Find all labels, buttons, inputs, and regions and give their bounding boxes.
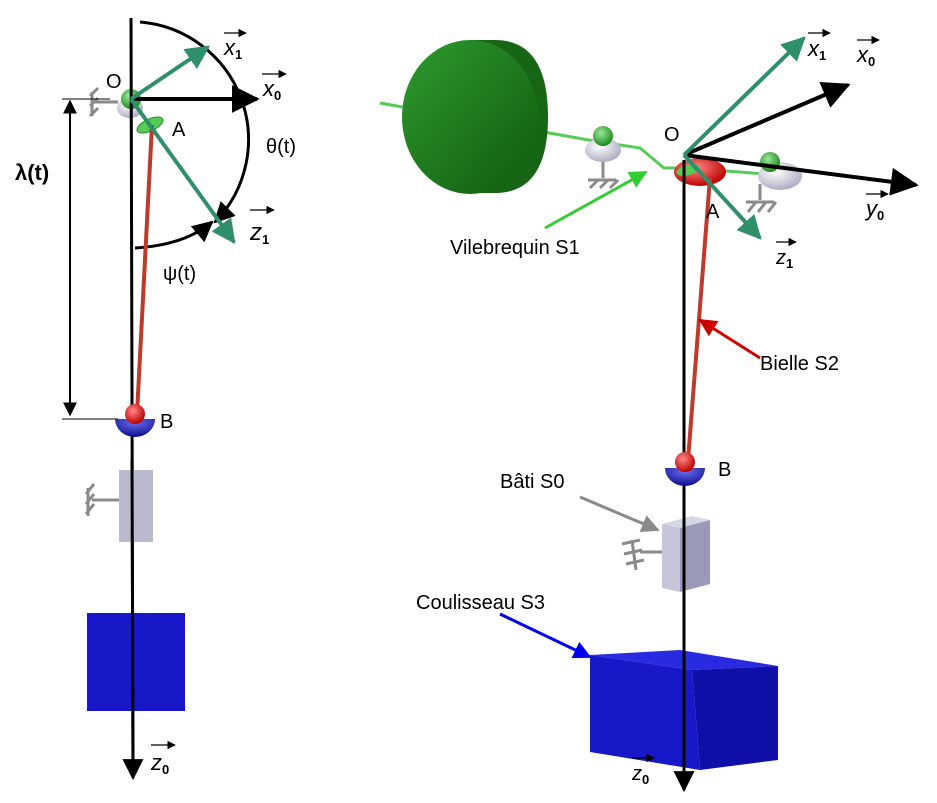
right-point-a-label: A <box>706 201 720 223</box>
right-y0-label: y0 <box>864 189 889 223</box>
right-view: O A B Vilebrequin S1 Bielle S2 Bâti S0 C… <box>379 28 919 793</box>
svg-text:z1: z1 <box>775 247 793 271</box>
right-z0-label: z0 <box>631 753 655 787</box>
svg-text:x1: x1 <box>807 36 826 63</box>
right-bearing-1-ball <box>593 126 613 146</box>
svg-text:z0: z0 <box>631 763 649 787</box>
right-slider-block <box>590 650 778 770</box>
right-x1-label: x1 <box>807 28 831 63</box>
svg-text:x0: x0 <box>262 76 281 103</box>
right-bearing-1 <box>585 138 621 162</box>
right-rod-label: Bielle S2 <box>760 353 839 375</box>
right-callout-crankshaft <box>544 170 648 230</box>
svg-text:z0: z0 <box>150 750 169 777</box>
right-frame-label: Bâti S0 <box>500 471 564 493</box>
right-x0-arrow <box>683 82 851 157</box>
right-flywheel <box>402 40 548 194</box>
right-ground-symbol-2 <box>746 184 778 213</box>
right-ground-symbol-1 <box>588 162 620 190</box>
left-x1-label: x1 <box>223 28 247 62</box>
right-callout-slider <box>499 612 592 659</box>
left-x1-arrow <box>129 45 210 101</box>
left-lambda-dimension <box>62 98 118 420</box>
right-point-o-label: O <box>664 124 680 146</box>
svg-text:x0: x0 <box>856 42 875 69</box>
left-z1-label: z1 <box>249 205 275 247</box>
left-lambda-label: λ(t) <box>15 160 49 185</box>
right-point-b-label: B <box>718 459 731 481</box>
right-slider-label: Coulisseau S3 <box>416 592 545 614</box>
right-callout-rod <box>698 318 761 360</box>
right-z1-arrow <box>682 153 762 240</box>
right-y0-arrow <box>683 153 919 196</box>
left-psi-label: ψ(t) <box>163 263 196 285</box>
right-cup-b <box>665 468 705 486</box>
left-view: O A B θ(t) ψ(t) λ(t) x1 x0 z1 z0 <box>15 17 296 781</box>
right-z1-label: z1 <box>775 237 797 271</box>
svg-text:x1: x1 <box>223 35 242 62</box>
right-crankshaft-label: Vilebrequin S1 <box>450 237 580 259</box>
right-x1-arrow <box>682 36 806 157</box>
right-x0-label: x0 <box>856 35 880 69</box>
left-connecting-rod <box>135 124 154 415</box>
left-z0-label: z0 <box>150 740 176 777</box>
left-point-b-label: B <box>160 411 173 433</box>
left-point-o-label: O <box>106 71 122 93</box>
left-z1-arrow <box>129 97 236 244</box>
left-theta-label: θ(t) <box>266 136 296 158</box>
left-joint-b <box>125 404 145 424</box>
left-z0-axis-overlay <box>130 459 135 761</box>
right-connecting-rod <box>686 177 712 461</box>
left-frame-guide <box>119 470 153 542</box>
svg-text:z1: z1 <box>249 219 269 247</box>
left-ground-symbol-guide <box>84 483 119 516</box>
left-x0-label: x0 <box>262 69 287 103</box>
left-ground-symbol-o <box>88 86 118 118</box>
right-frame-guide <box>662 516 710 592</box>
right-joint-b <box>675 452 695 472</box>
left-slider-block <box>87 613 185 711</box>
left-cup-b <box>115 419 155 437</box>
svg-text:y0: y0 <box>864 196 884 223</box>
right-callout-frame <box>579 495 660 532</box>
left-point-a-label: A <box>172 119 186 141</box>
right-ground-symbol-guide <box>621 538 662 571</box>
